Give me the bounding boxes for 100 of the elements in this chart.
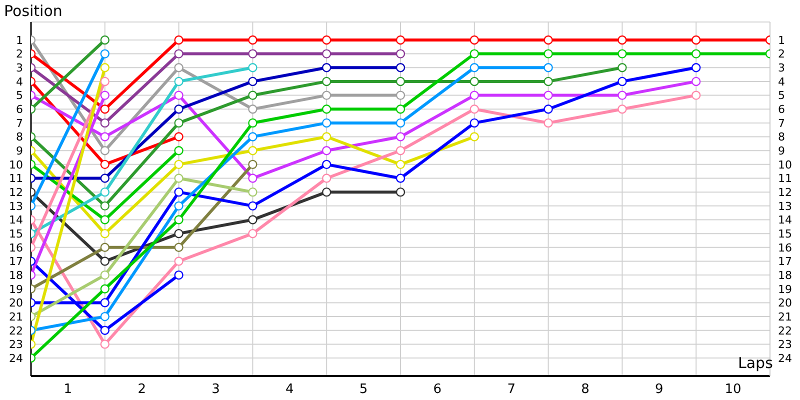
point <box>396 187 406 197</box>
point <box>692 63 701 72</box>
y-tick-label: 16 <box>9 241 23 254</box>
point <box>544 118 553 128</box>
point <box>100 118 110 128</box>
y2-tick-label: 23 <box>778 338 792 352</box>
x-tick-label: 2 <box>138 382 146 398</box>
point <box>100 174 110 183</box>
y-tick-label: 12 <box>9 186 23 199</box>
x-tick-label: 1 <box>64 382 72 398</box>
point <box>322 132 332 142</box>
point <box>248 160 258 170</box>
point <box>322 118 332 128</box>
y2-tick-label: 22 <box>778 324 792 338</box>
point <box>618 76 627 86</box>
x-tick-label: 9 <box>655 382 664 398</box>
point <box>174 256 184 266</box>
point <box>396 160 406 170</box>
point <box>618 104 627 114</box>
point <box>248 90 258 100</box>
point <box>248 174 258 183</box>
y-tick-label: 23 <box>9 338 23 352</box>
point <box>100 201 110 211</box>
point <box>322 76 332 86</box>
point <box>100 187 110 197</box>
y-tick-label: 6 <box>16 103 23 116</box>
point <box>100 228 110 238</box>
y-tick-label: 17 <box>9 255 23 268</box>
y-tick-label: 1 <box>16 34 23 47</box>
y-axis-title: Position <box>4 2 62 20</box>
y-tick-label: 18 <box>9 268 23 282</box>
point <box>174 201 184 211</box>
point <box>544 63 553 72</box>
y2-tick-label: 17 <box>778 255 792 268</box>
y-tick-label: 22 <box>9 324 23 338</box>
point <box>100 340 110 349</box>
point <box>396 104 406 114</box>
point <box>470 76 479 86</box>
y2-tick-label: 9 <box>778 144 785 158</box>
point <box>248 118 258 128</box>
y-tick-label: 10 <box>9 158 23 172</box>
point <box>100 104 110 114</box>
point <box>396 76 406 86</box>
y-tick-label: 20 <box>9 296 23 310</box>
point <box>470 63 479 72</box>
point <box>692 90 701 100</box>
y2-tick-label: 7 <box>778 116 785 130</box>
x-tick-label: 10 <box>724 382 742 398</box>
point <box>248 187 258 197</box>
point <box>248 63 258 72</box>
point <box>544 90 553 100</box>
x-tick-label: 4 <box>286 382 294 398</box>
point <box>100 146 110 156</box>
y2-tick-label: 18 <box>778 268 792 282</box>
y2-tick-label: 4 <box>778 75 785 88</box>
y-tick-label: 14 <box>9 214 23 227</box>
point <box>100 215 110 224</box>
y-tick-label: 3 <box>16 62 23 75</box>
point <box>470 104 479 114</box>
point <box>248 76 258 86</box>
x-tick-label: 7 <box>507 382 516 398</box>
point <box>174 76 184 86</box>
point <box>544 76 553 86</box>
point <box>174 187 184 197</box>
y-tick-label: 5 <box>16 89 23 102</box>
y-tick-label: 24 <box>9 352 23 365</box>
point <box>174 35 184 45</box>
point <box>618 63 627 72</box>
y2-tick-label: 24 <box>778 352 792 365</box>
point <box>174 146 184 156</box>
y2-tick-label: 2 <box>778 48 785 61</box>
point <box>174 63 184 72</box>
y-tick-label: 9 <box>16 144 23 158</box>
point <box>470 49 479 58</box>
y2-tick-label: 5 <box>778 89 785 102</box>
y2-tick-label: 11 <box>778 172 792 186</box>
point <box>692 76 701 86</box>
y-tick-label: 2 <box>16 48 23 61</box>
point <box>322 174 332 183</box>
point <box>100 312 110 322</box>
point <box>100 270 110 280</box>
y-tick-label: 13 <box>9 200 23 213</box>
point <box>248 215 258 224</box>
point <box>174 242 184 252</box>
point <box>322 104 332 114</box>
point <box>618 90 627 100</box>
y2-tick-label: 1 <box>778 34 785 47</box>
x-tick-label: 6 <box>433 382 442 398</box>
point <box>322 187 332 197</box>
y2-tick-label: 6 <box>778 103 785 116</box>
point <box>322 146 332 156</box>
y2-tick-label: 21 <box>778 310 792 324</box>
y2-tick-label: 3 <box>778 62 785 75</box>
y2-tick-label: 20 <box>778 296 792 310</box>
point <box>618 35 627 45</box>
point <box>174 228 184 238</box>
point <box>322 63 332 72</box>
x-axis-title: Laps <box>738 354 773 372</box>
point <box>100 132 110 142</box>
point <box>174 104 184 114</box>
